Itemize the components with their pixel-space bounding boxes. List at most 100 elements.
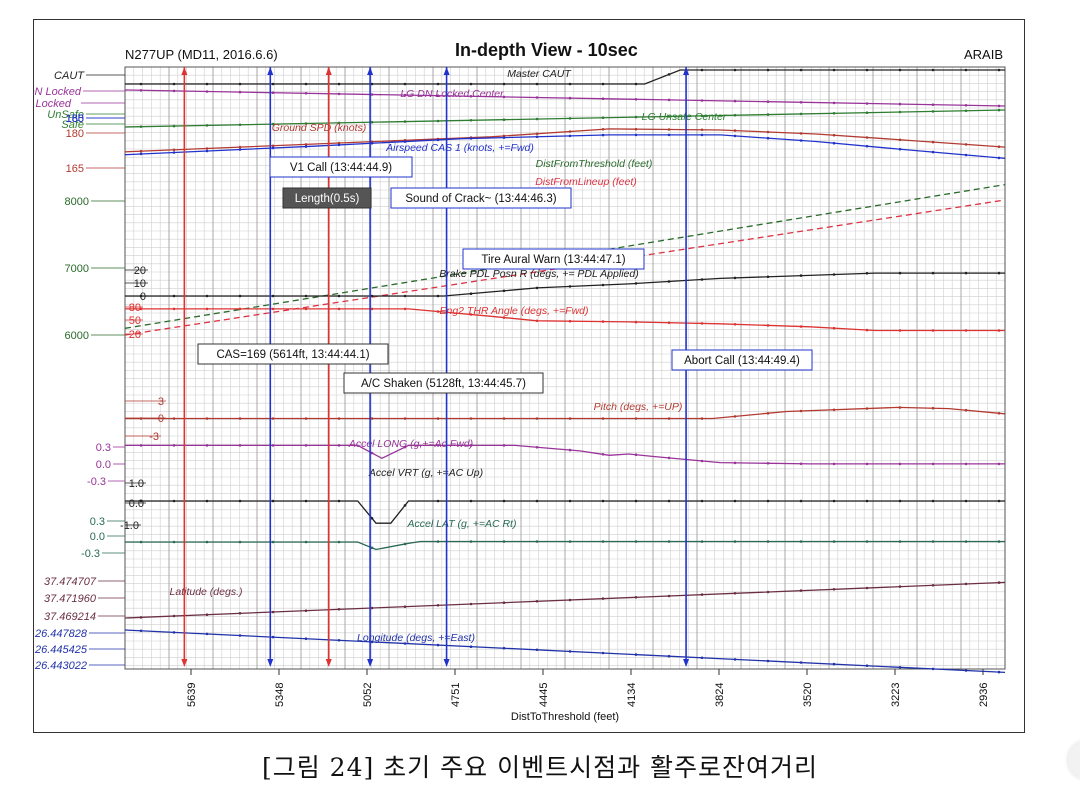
series-point-1: [172, 89, 176, 93]
series-point-8: [997, 329, 1001, 332]
series-point-0: [502, 82, 506, 86]
aircraft-id-label: N277UP (MD11, 2016.6.6): [125, 47, 278, 62]
series-point-9: [766, 412, 770, 415]
series-point-8: [238, 307, 242, 311]
series-point-14: [535, 648, 539, 652]
series-point-3: [832, 133, 836, 137]
series-point-2: [502, 118, 506, 121]
series-point-7: [766, 275, 770, 279]
series-point-4: [634, 133, 638, 137]
series-point-8: [205, 307, 209, 311]
series-point-8: [601, 320, 605, 323]
series-label-5: DistFromThreshold (feet): [536, 158, 653, 170]
series-point-12: [502, 540, 506, 543]
series-point-14: [172, 631, 176, 634]
series-point-14: [964, 669, 968, 672]
y-axis-label-11: 0.0: [129, 498, 144, 510]
series-point-2: [337, 121, 341, 125]
x-tick-label: 2936: [978, 683, 990, 707]
series-point-9: [601, 417, 605, 420]
series-point-4: [931, 150, 935, 154]
series-point-2: [799, 112, 803, 116]
series-point-10: [733, 461, 737, 465]
series-point-9: [799, 409, 803, 413]
series-point-8: [172, 307, 176, 311]
annotation-label-3: Tire Aural Warn (13:44:47.1): [481, 254, 625, 266]
series-point-12: [667, 540, 671, 543]
series-point-7: [271, 294, 275, 298]
chart-title: In-depth View - 10sec: [455, 40, 638, 60]
y-axis-label-13: 37.469214: [44, 611, 96, 623]
event-marker-arrow-3: [367, 659, 374, 667]
series-point-4: [700, 133, 704, 137]
series-point-13: [436, 604, 440, 607]
series-point-11: [832, 499, 836, 503]
series-label-14: Longitude (degs, +=East): [357, 632, 475, 644]
series-line-11: [125, 500, 1005, 524]
series-point-12: [568, 540, 572, 543]
series-point-12: [271, 540, 275, 544]
series-point-1: [469, 95, 473, 98]
series-point-2: [931, 110, 935, 113]
series-point-7: [667, 280, 671, 283]
series-point-2: [403, 120, 407, 123]
scroll-handle[interactable]: [1068, 742, 1080, 778]
series-point-7: [964, 271, 968, 275]
annotation-box-6: [671, 349, 813, 371]
series-point-4: [436, 138, 440, 142]
series-point-13: [271, 610, 275, 614]
y-axis-label-3: 180: [66, 128, 84, 140]
series-point-12: [370, 546, 374, 550]
y-axis-label-4: 165: [66, 113, 84, 125]
series-point-0: [634, 82, 638, 86]
series-point-7: [502, 289, 506, 293]
series-point-11: [172, 499, 176, 503]
series-point-12: [832, 540, 836, 543]
series-point-10: [337, 444, 341, 447]
annotation-label-4: CAS=169 (5614ft, 13:44:44.1): [216, 349, 369, 361]
series-point-7: [403, 294, 407, 298]
series-point-9: [898, 406, 902, 409]
series-point-0: [469, 82, 473, 86]
series-point-2: [865, 111, 869, 114]
series-point-13: [337, 608, 341, 611]
series-point-12: [865, 540, 869, 543]
annotation-label-5: A/C Shaken (5128ft, 13:44:45.7): [361, 378, 526, 390]
series-point-13: [304, 609, 308, 612]
series-point-14: [832, 662, 836, 666]
series-point-4: [766, 136, 770, 140]
series-point-11: [304, 499, 308, 503]
annotation-box-4: [197, 343, 389, 365]
series-point-10: [469, 444, 473, 447]
series-line-8: [125, 308, 1005, 332]
y-axis-label-3: 165: [66, 163, 84, 175]
series-line-13: [124, 581, 1006, 619]
series-point-4: [271, 146, 275, 150]
series-point-2: [667, 115, 671, 118]
series-point-4: [238, 148, 242, 151]
series-point-3: [865, 136, 869, 139]
series-point-2: [304, 122, 308, 125]
y-axis-label-14: 126.447828: [34, 628, 88, 640]
series-point-4: [370, 141, 374, 145]
series-point-12: [436, 540, 440, 543]
y-axis-label-14: 126.443022: [34, 660, 87, 672]
annotation-label-6: Abort Call (13:44:49.4): [684, 355, 800, 367]
annotation-box-3: [462, 248, 645, 270]
series-point-1: [502, 95, 506, 99]
series-point-2: [469, 119, 473, 122]
series-point-1: [832, 101, 836, 105]
series-point-14: [898, 666, 902, 669]
series-point-14: [667, 654, 671, 658]
y-axis-label-9: 3: [158, 396, 164, 408]
series-point-11: [403, 504, 407, 507]
y-axis-label-12: 0.3: [90, 516, 105, 528]
series-point-11: [799, 499, 803, 503]
series-point-11: [634, 499, 638, 503]
series-point-8: [337, 307, 341, 311]
series-point-14: [205, 632, 209, 636]
series-point-9: [832, 408, 836, 412]
series-point-4: [172, 151, 176, 154]
series-point-10: [667, 456, 671, 460]
series-point-13: [700, 593, 704, 596]
